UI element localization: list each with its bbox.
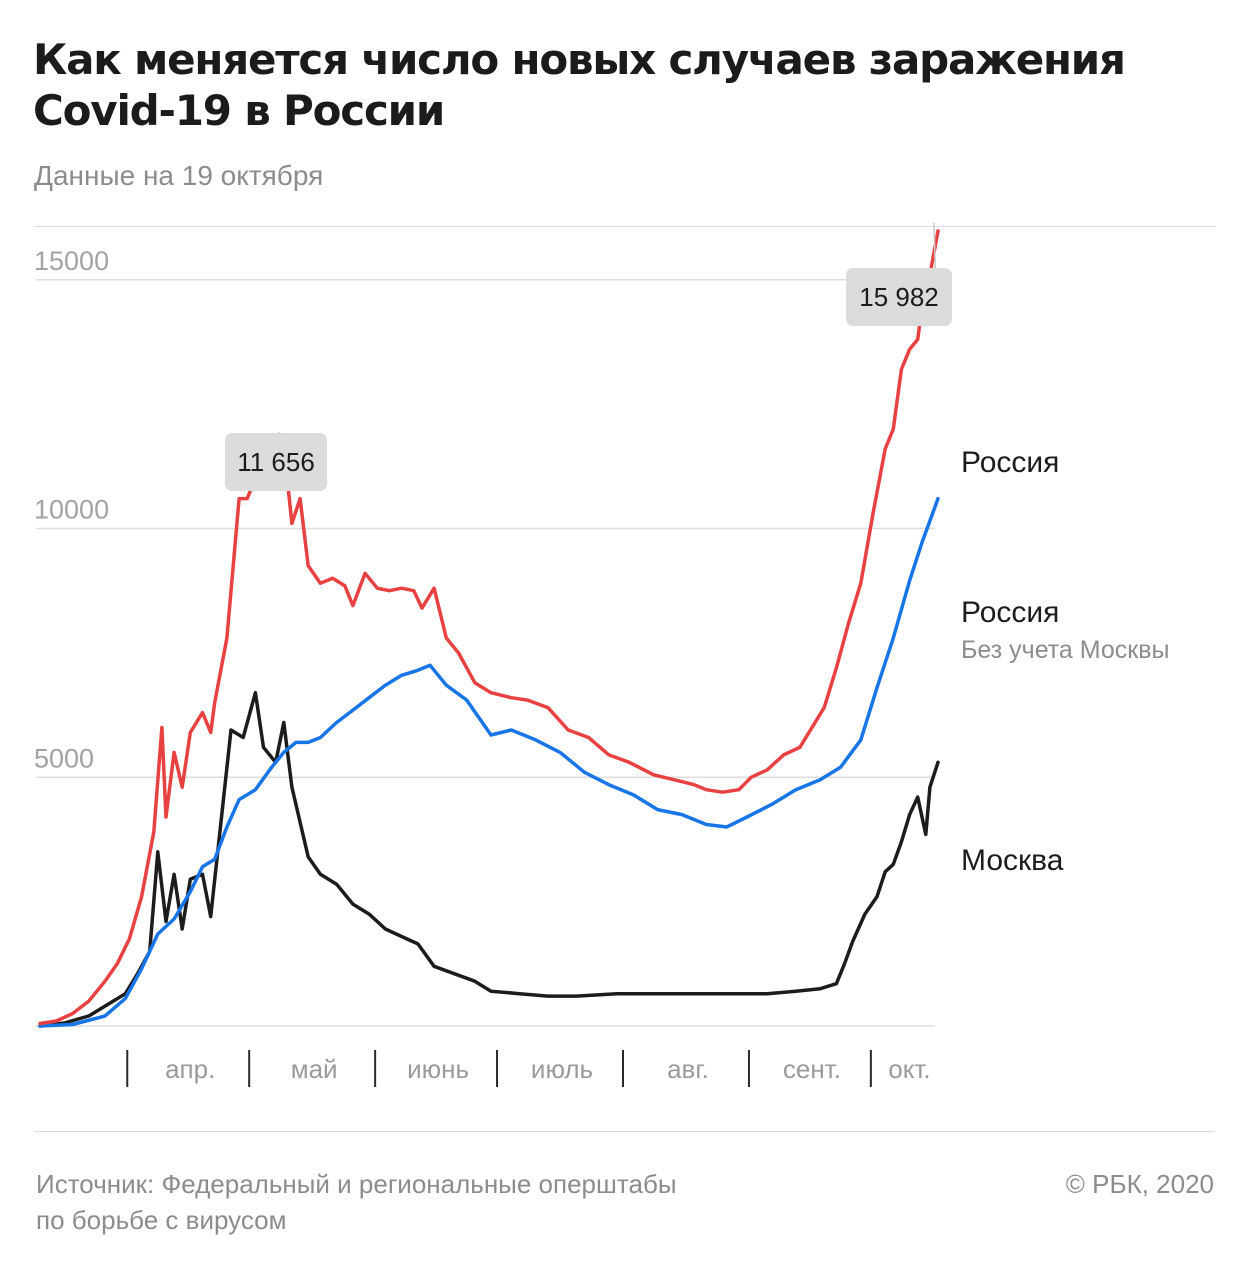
callout-box: [846, 268, 952, 326]
y-tick-label: 15000: [34, 246, 109, 276]
callout-value: 15 982: [859, 282, 939, 312]
x-tick-label: окт.: [888, 1054, 930, 1084]
y-tick-label: 10000: [34, 495, 109, 525]
x-tick-label: авг.: [667, 1054, 709, 1084]
series-label-1: Россия: [961, 596, 1059, 629]
copyright: © РБК, 2020: [1065, 1169, 1214, 1199]
x-tick-label: сент.: [783, 1054, 841, 1084]
source-note: Источник: Федеральный и региональные опе…: [36, 1166, 677, 1238]
series-label-2: Москва: [961, 844, 1064, 877]
series-line-2: [38, 690, 940, 1028]
series-line-0: [38, 229, 940, 1026]
source-line-2: по борьбе с вирусом: [36, 1205, 287, 1235]
callout-value: 11 656: [237, 447, 315, 477]
y-tick-label: 5000: [34, 743, 94, 773]
series-sublabel-1: Без учета Москвы: [961, 636, 1169, 664]
callout-box: [225, 433, 327, 491]
top-divider: [34, 226, 1215, 227]
x-tick-label: май: [291, 1054, 338, 1084]
title-line-2: Covid-19 в России: [33, 86, 445, 135]
x-tick-label: июнь: [407, 1054, 469, 1084]
subtitle: Данные на 19 октября: [34, 160, 324, 191]
page-title: Как меняется число новых случаев заражен…: [33, 34, 1213, 136]
series-label-0: Россия: [961, 446, 1059, 479]
bottom-divider: [34, 1131, 1215, 1132]
x-tick-label: июль: [531, 1054, 593, 1084]
title-line-1: Как меняется число новых случаев заражен…: [33, 35, 1126, 84]
series-line-1: [38, 496, 940, 1028]
x-tick-label: апр.: [165, 1054, 215, 1084]
source-line-1: Источник: Федеральный и региональные опе…: [36, 1169, 677, 1199]
